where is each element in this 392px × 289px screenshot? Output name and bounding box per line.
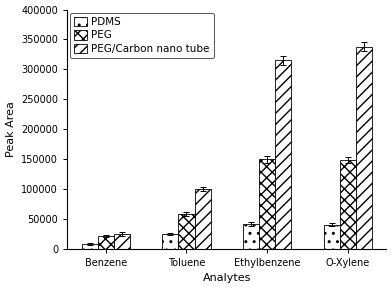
Bar — [162, 234, 178, 249]
Bar — [323, 225, 340, 249]
Bar — [114, 234, 130, 249]
Bar — [340, 160, 356, 249]
Bar — [356, 47, 372, 249]
Y-axis label: Peak Area: Peak Area — [5, 101, 16, 157]
Bar — [98, 236, 114, 249]
X-axis label: Analytes: Analytes — [203, 273, 251, 284]
Legend: PDMS, PEG, PEG/Carbon nano tube: PDMS, PEG, PEG/Carbon nano tube — [70, 13, 214, 58]
Bar — [275, 60, 291, 249]
Bar — [194, 189, 211, 249]
Bar — [243, 224, 259, 249]
Bar — [82, 244, 98, 249]
Bar — [178, 214, 194, 249]
Bar — [259, 159, 275, 249]
